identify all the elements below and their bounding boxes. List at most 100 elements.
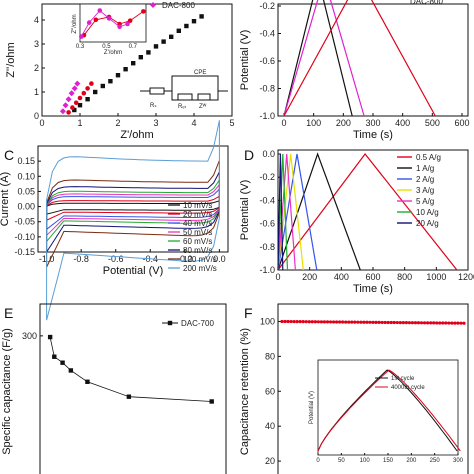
gcd-rate-curve <box>277 153 289 271</box>
nyquist-point <box>81 90 87 96</box>
circuit-parallel-branch <box>171 75 219 101</box>
inset-point <box>106 16 112 21</box>
inset-point <box>117 24 122 30</box>
retention-point <box>422 321 427 325</box>
legend-label: 1 A/g <box>416 164 434 173</box>
y-tick-label: -0.6 <box>259 56 275 66</box>
nyquist-point <box>138 55 143 60</box>
retention-point <box>380 320 384 325</box>
inset-x-tick: 0 <box>316 458 320 464</box>
inset-x-tick: 150 <box>383 458 394 464</box>
legend-label: 5 A/g <box>416 197 434 206</box>
y-tick-label: -0.2 <box>259 172 275 182</box>
nyquist-point <box>108 79 113 84</box>
y-tick-label: 0.0 <box>262 149 275 159</box>
retention-point <box>441 321 445 325</box>
retention-point <box>462 321 466 325</box>
x-tick-label: 0 <box>281 118 286 128</box>
x-tick-label: 800 <box>397 272 412 282</box>
retention-point <box>459 321 463 325</box>
nyquist-point <box>161 39 166 44</box>
nyquist-point <box>70 105 75 110</box>
y-tick-label: -0.6 <box>259 219 275 229</box>
retention-point <box>362 320 366 324</box>
retention-point <box>304 320 308 324</box>
y-tick-label: 2 <box>34 63 39 73</box>
nyquist-point <box>169 34 174 39</box>
nyquist-point <box>73 100 79 106</box>
inset-point <box>93 17 99 23</box>
retention-point <box>416 321 421 325</box>
nyquist-point <box>85 86 90 91</box>
nyquist-point <box>131 61 136 66</box>
x-axis-label: Z'/ohm <box>120 129 153 141</box>
y-tick-label: 60 <box>265 386 275 396</box>
capacitance-point <box>126 394 132 399</box>
retention-point <box>377 320 381 324</box>
nyquist-point <box>153 44 159 49</box>
retention-point <box>435 321 439 325</box>
y-tick-label: -0.15 <box>14 247 35 257</box>
panel-label-d: D <box>244 147 254 163</box>
retention-point <box>292 319 296 324</box>
gcd-rate-curve <box>277 153 296 271</box>
inset-point <box>141 9 146 14</box>
inset-point <box>86 20 92 25</box>
y-tick-label: 0.05 <box>17 186 35 196</box>
y-tick-label: -0.10 <box>14 232 35 242</box>
retention-point <box>289 319 293 324</box>
circuit-label-rct: Rₑₜ <box>178 104 187 110</box>
inset-x-tick: 0.7 <box>129 44 138 50</box>
legend-label: 100 mV/s <box>183 255 217 264</box>
legend-marker-dac-800 <box>150 2 156 8</box>
panel-label-e: E <box>4 305 13 321</box>
x-tick-label: -0.8 <box>73 254 89 264</box>
legend-label: 0.5 A/g <box>416 153 441 162</box>
y-tick-label: 4 <box>34 15 39 25</box>
retention-point <box>347 320 351 324</box>
inset-x-label: Z'/ohm <box>104 50 122 56</box>
legend-label: 50 mV/s <box>183 228 212 237</box>
retention-point <box>356 320 360 324</box>
retention-point <box>286 319 290 324</box>
y-tick-label: 1 <box>34 87 39 97</box>
retention-point <box>389 320 393 325</box>
panel-label-c: C <box>4 147 14 163</box>
inset-x-tick: 0.3 <box>76 44 85 50</box>
x-tick-label: 400 <box>395 118 410 128</box>
nyquist-point <box>59 108 66 115</box>
x-tick-label: 0 <box>39 118 44 128</box>
circuit-resistor-rs <box>149 87 165 95</box>
y-axis-label: Specific capacitance (F/g) <box>1 328 13 455</box>
y-axis-label: Current (A) <box>0 172 11 226</box>
inset-y-label: Potential (V) <box>309 391 315 424</box>
x-tick-label: 300 <box>365 118 380 128</box>
panel-e-frame <box>39 303 227 474</box>
panel-label-f: F <box>244 305 253 321</box>
gcd-rate-curve <box>277 153 458 271</box>
retention-point <box>438 321 442 325</box>
inset-x-tick: 0.5 <box>102 44 111 50</box>
inset-point <box>79 34 84 39</box>
x-tick-label: 100 <box>306 118 321 128</box>
legend-label: 20 A/g <box>416 219 439 228</box>
y-tick-label: 0.00 <box>17 202 35 212</box>
retention-point <box>392 320 396 325</box>
retention-point <box>350 320 354 324</box>
retention-point <box>301 320 305 324</box>
y-tick-label: -0.8 <box>259 84 275 94</box>
retention-point <box>280 319 284 324</box>
y-axis-label: Potential (V) <box>239 30 251 91</box>
retention-point <box>344 320 348 324</box>
inset-x-tick: 300 <box>453 458 464 464</box>
retention-point <box>325 320 330 324</box>
legend-label: 10 mV/s <box>183 201 212 210</box>
retention-point <box>316 320 320 324</box>
retention-point <box>365 320 369 324</box>
x-tick-label: 0.0 <box>213 254 226 264</box>
inset-x-tick: 250 <box>430 458 441 464</box>
retention-point <box>450 321 454 325</box>
y-tick-label: -1.0 <box>259 265 275 275</box>
